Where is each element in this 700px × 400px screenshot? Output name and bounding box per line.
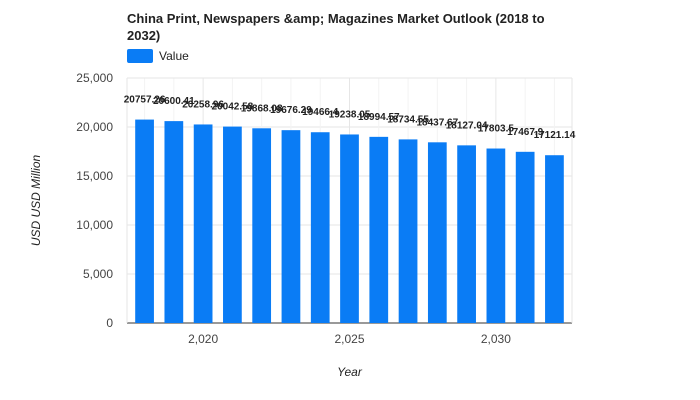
bar: [135, 119, 154, 323]
data-label: 17121.14: [534, 130, 576, 141]
y-tick-label: 20,000: [76, 120, 113, 134]
data-label: 20042.58: [212, 102, 254, 113]
data-label: 19868.08: [241, 103, 283, 114]
chart-title: China Print, Newspapers &amp; Magazines …: [127, 11, 545, 43]
bar: [193, 124, 213, 323]
bar: [486, 148, 506, 323]
x-tick-label: 2,020: [188, 332, 218, 346]
x-tick-label: 2,030: [481, 332, 511, 346]
y-tick-label: 10,000: [76, 218, 113, 232]
data-label: 19676.29: [270, 105, 312, 116]
bar: [223, 126, 242, 323]
data-label: 18437.67: [416, 117, 458, 128]
x-tick-label: 2,025: [334, 332, 364, 346]
bar: [457, 145, 476, 323]
bar: [164, 121, 184, 323]
y-tick-label: 15,000: [76, 169, 113, 183]
bar: [252, 128, 272, 323]
bar: [398, 139, 418, 323]
y-tick-label: 25,000: [76, 71, 113, 85]
data-label: 18734.55: [387, 114, 429, 125]
bar: [515, 151, 535, 323]
bar: [340, 134, 359, 323]
bar: [281, 130, 301, 323]
bar: [369, 136, 389, 323]
y-tick-label: 0: [106, 316, 113, 330]
data-label: 20600.41: [153, 96, 195, 107]
bar: [427, 142, 447, 323]
legend: Value: [127, 48, 189, 64]
data-label: 19238.05: [329, 109, 371, 120]
data-label: 17803.5: [478, 124, 515, 135]
bar: [545, 155, 564, 323]
x-axis-title: Year: [337, 365, 363, 379]
data-label: 18994.57: [358, 112, 400, 123]
data-label: 18127.04: [446, 120, 488, 131]
data-label: 19466.4: [302, 107, 339, 118]
legend-label: Value: [159, 49, 189, 63]
data-label: 20757.26: [124, 95, 166, 106]
y-axis-title: USD USD Million: [29, 155, 43, 247]
legend-swatch: [127, 49, 153, 63]
data-label: 20258.96: [182, 99, 224, 110]
bar: [310, 132, 330, 323]
data-label: 17467.9: [507, 127, 544, 138]
y-tick-label: 5,000: [83, 267, 113, 281]
